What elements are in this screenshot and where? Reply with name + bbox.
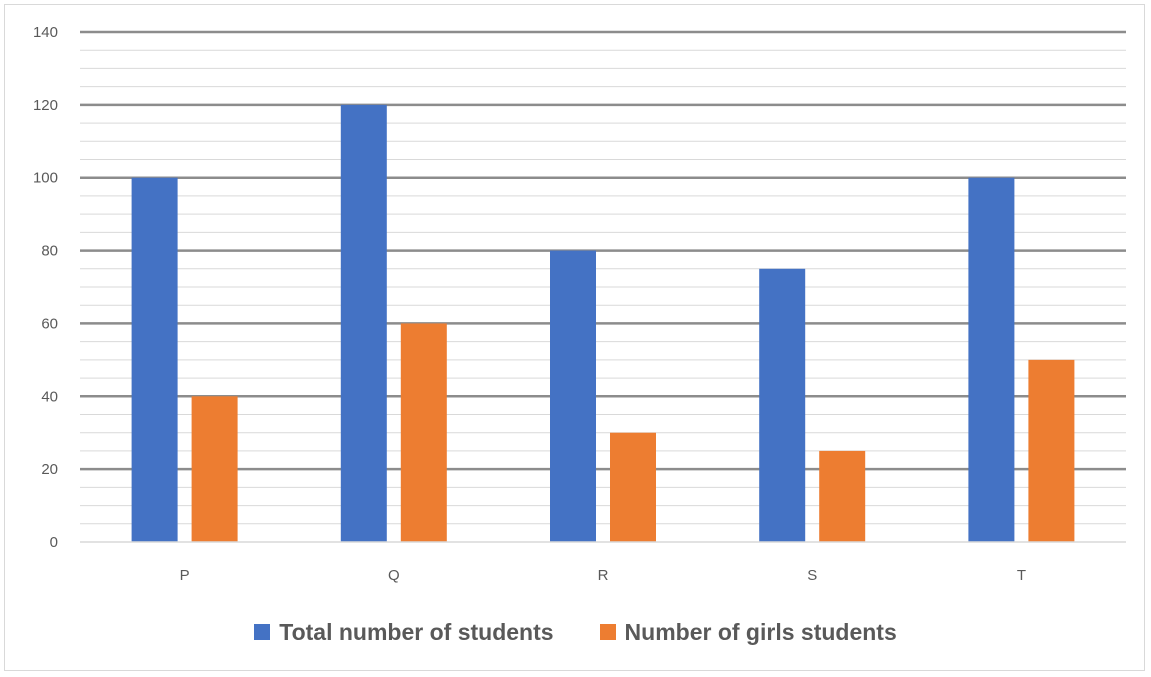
- bar-girls-s: [819, 450, 866, 542]
- y-tick-label: 100: [33, 170, 58, 187]
- bar-girls-t: [1028, 359, 1075, 542]
- legend-label-total: Total number of students: [279, 618, 554, 645]
- legend-swatch-total: [254, 624, 271, 640]
- bar-total-s: [759, 268, 806, 542]
- bar-girls-p: [191, 396, 238, 542]
- bar-total-t: [968, 177, 1015, 542]
- y-axis-tick-labels: 0 20 40 60 80 100 120 140: [33, 24, 58, 551]
- x-tick-label: P: [180, 567, 190, 584]
- x-axis-tick-labels: P Q R S T: [180, 567, 1026, 584]
- bars: [80, 104, 1126, 543]
- y-tick-label: 60: [41, 315, 58, 332]
- legend-swatch-girls: [599, 624, 616, 640]
- y-tick-label: 140: [33, 24, 58, 41]
- bar-total-r: [550, 250, 596, 543]
- gridlines: [80, 30, 1126, 525]
- y-tick-label: 20: [41, 461, 58, 478]
- legend-item-girls: Number of girls students: [599, 618, 897, 646]
- bar-total-q: [340, 104, 387, 542]
- x-tick-label: S: [807, 567, 817, 584]
- legend-item-total: Total number of students: [254, 618, 554, 646]
- x-tick-label: Q: [388, 567, 400, 584]
- y-tick-label: 40: [41, 388, 58, 405]
- y-tick-label: 0: [50, 534, 58, 551]
- legend-label-girls: Number of girls students: [624, 618, 897, 645]
- x-tick-label: T: [1017, 567, 1026, 584]
- legend: Total number of students Number of girls…: [0, 614, 1151, 650]
- bar-girls-q: [400, 323, 447, 542]
- bar-girls-r: [610, 432, 656, 542]
- y-tick-label: 80: [41, 243, 58, 260]
- y-tick-label: 120: [33, 97, 58, 114]
- x-tick-label: R: [598, 567, 609, 584]
- bar-total-p: [131, 177, 178, 542]
